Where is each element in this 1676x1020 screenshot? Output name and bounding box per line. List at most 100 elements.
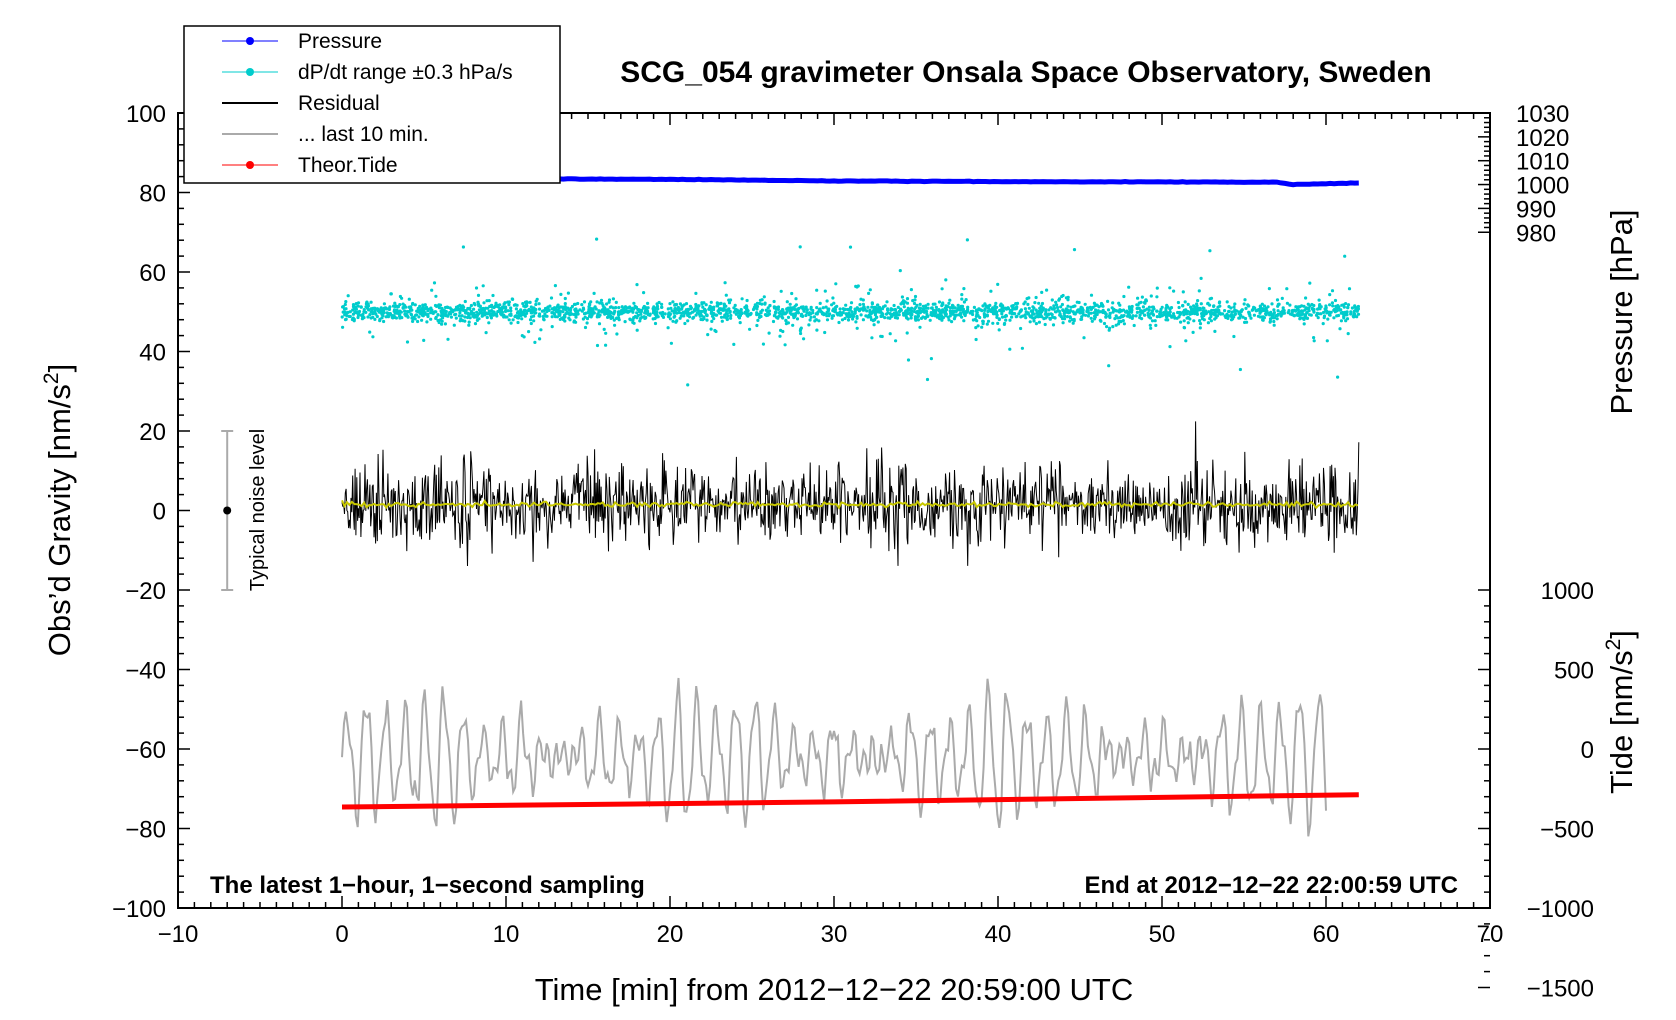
dpdt-point (1037, 320, 1041, 324)
dpdt-point (913, 294, 918, 299)
dpdt-point (898, 309, 902, 313)
dpdt-point (595, 343, 600, 348)
dpdt-point (525, 311, 529, 315)
y-tick-label: −80 (125, 817, 166, 844)
dpdt-point (351, 303, 356, 307)
dpdt-point (1039, 304, 1043, 308)
dpdt-point (506, 309, 510, 313)
dpdt-point (691, 316, 695, 320)
dpdt-point (723, 281, 727, 285)
dpdt-point (416, 306, 420, 311)
dpdt-point (1346, 305, 1350, 309)
dpdt-point (475, 315, 479, 319)
dpdt-point (1128, 307, 1132, 311)
dpdt-point (1040, 301, 1045, 306)
dpdt-point (677, 311, 681, 315)
dpdt-point (918, 325, 922, 329)
dpdt-point (834, 282, 838, 286)
dpdt-point (777, 311, 782, 315)
dpdt-point (390, 314, 394, 318)
dpdt-point (1130, 304, 1134, 309)
dpdt-point (861, 302, 866, 306)
dpdt-point (991, 321, 995, 325)
dpdt-point (1086, 309, 1090, 313)
dpdt-point (724, 293, 728, 297)
dpdt-point (784, 322, 789, 326)
dpdt-point (582, 300, 587, 304)
dpdt-point (1302, 322, 1306, 326)
dpdt-point (1238, 313, 1243, 317)
dpdt-point (689, 306, 694, 310)
dpdt-point (782, 311, 786, 315)
dpdt-point (894, 339, 898, 343)
dpdt-point (588, 311, 592, 315)
dpdt-point (1199, 302, 1203, 306)
dpdt-point (1092, 311, 1096, 315)
dpdt-point (694, 291, 698, 295)
dpdt-point (1232, 334, 1236, 339)
dpdt-point (481, 306, 485, 311)
dpdt-point (1017, 312, 1021, 316)
dpdt-point (756, 318, 760, 322)
dpdt-point (1135, 310, 1139, 314)
dpdt-point (1290, 312, 1294, 317)
dpdt-point (468, 307, 472, 311)
dpdt-point (944, 278, 948, 282)
dpdt-point (1270, 302, 1274, 306)
dpdt-point (1056, 306, 1060, 310)
dpdt-point (918, 302, 922, 306)
dpdt-point (817, 309, 821, 313)
dpdt-point (356, 304, 360, 308)
dpdt-point (917, 306, 922, 310)
y-tick-label: −100 (112, 896, 166, 923)
dpdt-point (795, 317, 800, 321)
dpdt-point (1063, 317, 1067, 321)
dpdt-point (921, 315, 925, 319)
dpdt-point (886, 307, 890, 311)
dpdt-point (872, 323, 876, 327)
dpdt-point (585, 317, 590, 321)
dpdt-point (972, 305, 977, 309)
dpdt-point (1066, 304, 1070, 308)
dpdt-point (347, 314, 351, 318)
dpdt-point (646, 301, 650, 305)
dpdt-point (1176, 300, 1180, 305)
dpdt-point (779, 328, 783, 332)
dpdt-point (375, 307, 379, 311)
pressure-tick-label: 1000 (1516, 173, 1569, 200)
dpdt-point (1298, 317, 1302, 321)
dpdt-point (1281, 309, 1285, 313)
dpdt-point (994, 301, 998, 305)
dpdt-point (1106, 299, 1110, 303)
dpdt-point (766, 306, 770, 310)
dpdt-point (387, 307, 391, 311)
dpdt-point (635, 311, 639, 315)
dpdt-point (572, 302, 577, 306)
dpdt-point (1208, 249, 1212, 253)
dpdt-point (1080, 317, 1084, 321)
dpdt-point (953, 309, 957, 313)
dpdt-point (710, 319, 714, 323)
dpdt-point (1184, 312, 1188, 316)
dpdt-point (413, 303, 417, 307)
dpdt-point (371, 335, 375, 339)
dpdt-point (1196, 308, 1200, 312)
dpdt-point (1294, 305, 1298, 309)
y-tick-label: 100 (126, 101, 166, 128)
dpdt-point (948, 309, 952, 313)
dpdt-point (1170, 315, 1174, 319)
dpdt-point (654, 314, 658, 318)
dpdt-point (431, 311, 435, 315)
dpdt-point (507, 318, 511, 322)
dpdt-point (604, 308, 608, 312)
dpdt-point (1229, 306, 1233, 310)
dpdt-point (736, 310, 740, 314)
dpdt-point (420, 318, 424, 322)
dpdt-point (1267, 287, 1271, 291)
dpdt-point (818, 301, 822, 305)
dpdt-point (1275, 314, 1279, 318)
dpdt-point (1141, 305, 1145, 309)
y-label-text: Obs’d Gravity [nm/s (42, 384, 77, 656)
dpdt-point (768, 303, 772, 308)
dpdt-point (905, 301, 910, 305)
